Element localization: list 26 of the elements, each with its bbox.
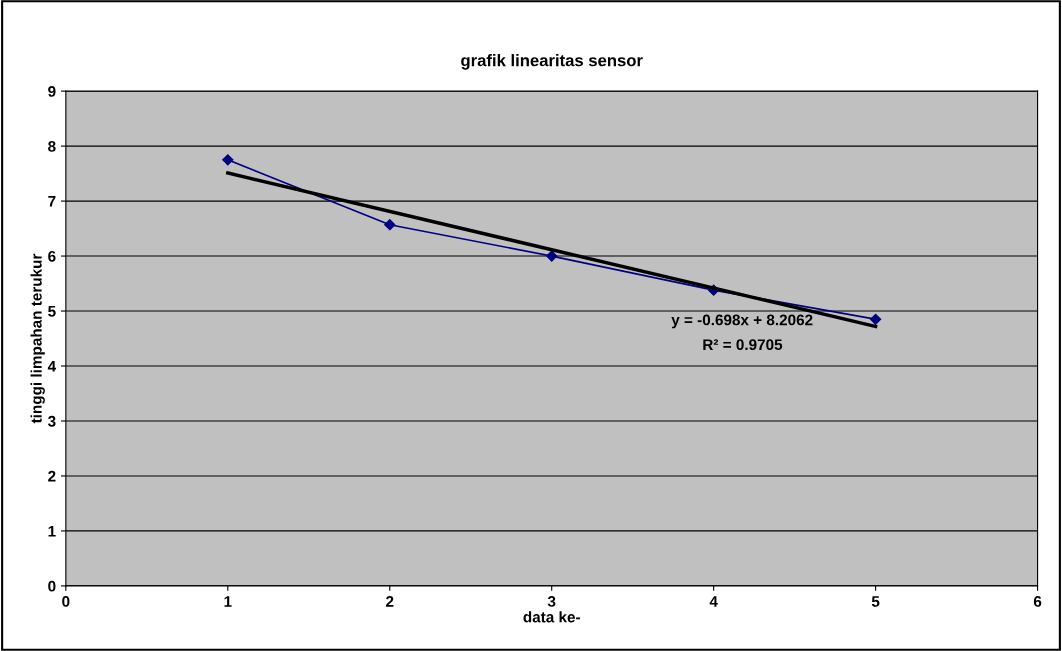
x-tick-label: 0 (62, 596, 70, 607)
x-tick-label: 3 (547, 596, 556, 607)
x-tick-label: 1 (224, 596, 232, 607)
x-axis-title: data ke- (523, 611, 580, 623)
point (222, 154, 234, 166)
point (870, 313, 882, 325)
x-tick-label: 5 (871, 596, 880, 607)
y-tick-label: 4 (47, 361, 57, 372)
x-tick-label: 6 (1033, 596, 1042, 607)
point (546, 250, 558, 262)
y-tick-label: 6 (48, 250, 56, 262)
point (384, 219, 396, 231)
x-tick-label: 2 (386, 596, 394, 607)
y-tick-label: 3 (47, 415, 56, 427)
annotation: y = -0.698x + 8.2062 (671, 314, 813, 329)
y-tick-label: 1 (48, 525, 56, 537)
y-axis-title: tinggi limpahan terukur (30, 253, 45, 424)
annotation: R² = 0.9705 (703, 339, 783, 351)
chart-title: grafik linearitas sensor (461, 54, 643, 70)
x-tick-label: 4 (709, 596, 718, 607)
y-tick-label: 0 (48, 580, 56, 592)
y-tick-label: 5 (48, 306, 56, 317)
y-tick-label: 9 (48, 86, 56, 97)
y-tick-label: 7 (48, 196, 56, 207)
y-tick-label: 2 (48, 470, 56, 482)
y-tick-label: 8 (48, 140, 56, 152)
